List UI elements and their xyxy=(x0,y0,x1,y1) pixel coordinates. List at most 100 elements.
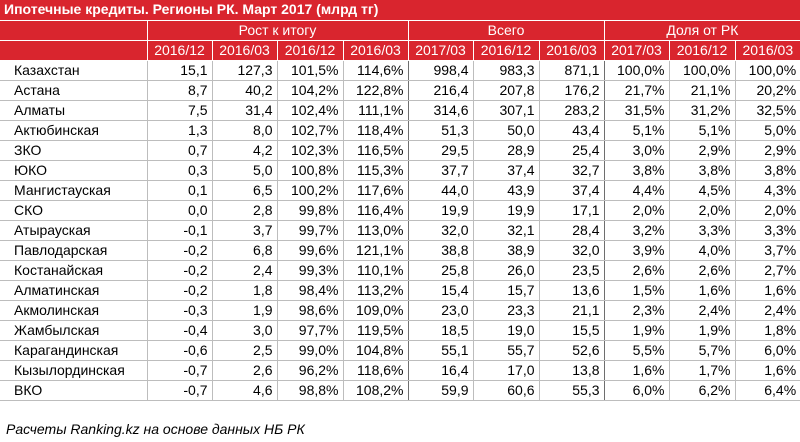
table-cell: 117,6% xyxy=(342,180,408,201)
table-cell: 1,6% xyxy=(734,360,800,381)
table-cell: 0,7 xyxy=(146,140,212,161)
table-cell: 113,2% xyxy=(342,280,408,301)
table-cell: 59,9 xyxy=(407,380,473,401)
table-cell: -0,7 xyxy=(146,360,212,381)
table-cell: 32,0 xyxy=(538,240,604,261)
table-row: СКО 0,0 2,8 99,8% 116,4% 19,9 19,9 17,1 2,0% 2,0%… xyxy=(0,200,800,221)
table-row: Алматинская -0,2 1,8 98,4% 113,2% 15,4 15,7 13,… xyxy=(0,280,800,301)
region-name: Кызылординская xyxy=(0,360,147,381)
column-header: 2016/12 xyxy=(472,40,539,61)
table-cell: 2,0% xyxy=(603,200,669,221)
table-cell: 2,9% xyxy=(734,140,800,161)
table-cell: 116,4% xyxy=(342,200,408,221)
table-cell: 1,9 xyxy=(211,300,277,321)
table-cell: 100,2% xyxy=(276,180,343,201)
table-cell: 21,7% xyxy=(603,80,669,101)
table-cell: 1,9% xyxy=(668,320,735,341)
table-cell: 23,3 xyxy=(472,300,539,321)
table-cell: -0,6 xyxy=(146,340,212,361)
table-cell: 4,0% xyxy=(668,240,735,261)
table-cell: 108,2% xyxy=(342,380,408,401)
region-name: ЮКО xyxy=(0,160,147,181)
table-row: ВКО -0,7 4,6 98,8% 108,2% 59,9 60,6 55,3 6,0% 6,2… xyxy=(0,380,800,401)
table-cell: 110,1% xyxy=(342,260,408,281)
region-header-cell xyxy=(0,20,147,41)
group-header-share: Доля от РК xyxy=(603,20,800,41)
table-row: Карагандинская -0,6 2,5 99,0% 104,8% 55,1 55,7… xyxy=(0,340,800,361)
table-cell: 2,7% xyxy=(734,260,800,281)
table-cell: 3,8% xyxy=(668,160,735,181)
region-name: Карагандинская xyxy=(0,340,147,361)
table-cell: 121,1% xyxy=(342,240,408,261)
region-name: Атырауская xyxy=(0,220,147,241)
table-cell: 99,3% xyxy=(276,260,343,281)
table-cell: 0,1 xyxy=(146,180,212,201)
table-cell: -0,3 xyxy=(146,300,212,321)
group-header-row: Рост к итогу Всего Доля от РК xyxy=(0,20,800,41)
table-cell: 99,8% xyxy=(276,200,343,221)
table-cell: 21,1 xyxy=(538,300,604,321)
table-row: Акмолинская -0,3 1,9 98,6% 109,0% 23,0 23,3 21,… xyxy=(0,300,800,321)
table-cell: 314,6 xyxy=(407,100,473,121)
table-cell: 55,1 xyxy=(407,340,473,361)
table-cell: 871,1 xyxy=(538,60,604,81)
table-cell: 2,4% xyxy=(668,300,735,321)
table-cell: -0,2 xyxy=(146,240,212,261)
region-name: Актюбинская xyxy=(0,120,147,141)
table-cell: 15,4 xyxy=(407,280,473,301)
table-row: Кызылординская -0,7 2,6 96,2% 118,6% 16,4 17,0… xyxy=(0,360,800,381)
table-cell: 4,4% xyxy=(603,180,669,201)
table-cell: 1,6% xyxy=(603,360,669,381)
table-cell: 6,5 xyxy=(211,180,277,201)
table-cell: 100,0% xyxy=(668,60,735,81)
table-cell: 100,0% xyxy=(734,60,800,81)
table-row: Атырауская -0,1 3,7 99,7% 113,0% 32,0 32,1 28,4… xyxy=(0,220,800,241)
table-cell: 2,4% xyxy=(734,300,800,321)
table-cell: -0,2 xyxy=(146,260,212,281)
column-header: 2016/03 xyxy=(734,40,800,61)
table-cell: 118,4% xyxy=(342,120,408,141)
table-cell: 102,3% xyxy=(276,140,343,161)
table-cell: 216,4 xyxy=(407,80,473,101)
table-cell: 6,0% xyxy=(734,340,800,361)
table-cell: 5,1% xyxy=(603,120,669,141)
column-header: 2017/03 xyxy=(603,40,669,61)
table-cell: -0,4 xyxy=(146,320,212,341)
table-cell: 98,6% xyxy=(276,300,343,321)
table-cell: 55,7 xyxy=(472,340,539,361)
region-name: СКО xyxy=(0,200,147,221)
table-cell: 28,4 xyxy=(538,220,604,241)
table-cell: 37,4 xyxy=(472,160,539,181)
table-cell: 99,6% xyxy=(276,240,343,261)
table-cell: 52,6 xyxy=(538,340,604,361)
table-cell: 998,4 xyxy=(407,60,473,81)
region-name: ВКО xyxy=(0,380,147,401)
table-cell: 0,0 xyxy=(146,200,212,221)
source-note: Расчеты Ranking.kz на основе данных НБ Р… xyxy=(6,421,305,437)
table-cell: 5,1% xyxy=(668,120,735,141)
table-cell: 4,5% xyxy=(668,180,735,201)
table-cell: 5,5% xyxy=(603,340,669,361)
table-row: Казахстан 15,1 127,3 101,5% 114,6% 998,4 983,3… xyxy=(0,60,800,81)
table-cell: 6,0% xyxy=(603,380,669,401)
table-cell: 23,0 xyxy=(407,300,473,321)
table-cell: 2,0% xyxy=(734,200,800,221)
table-cell: 3,0% xyxy=(603,140,669,161)
table-cell: 37,4 xyxy=(538,180,604,201)
table-row: Астана 8,7 40,2 104,2% 122,8% 216,4 207,8 176,2… xyxy=(0,80,800,101)
table-cell: 1,9% xyxy=(603,320,669,341)
table-cell: 15,1 xyxy=(146,60,212,81)
table-cell: 28,9 xyxy=(472,140,539,161)
table-cell: 2,6 xyxy=(211,360,277,381)
table-cell: 13,8 xyxy=(538,360,604,381)
table-cell: 98,8% xyxy=(276,380,343,401)
table-cell: 127,3 xyxy=(211,60,277,81)
table-cell: 23,5 xyxy=(538,260,604,281)
table-cell: 32,1 xyxy=(472,220,539,241)
table-cell: 5,0 xyxy=(211,160,277,181)
table-cell: 104,8% xyxy=(342,340,408,361)
table-cell: 16,4 xyxy=(407,360,473,381)
table-cell: 31,2% xyxy=(668,100,735,121)
table-cell: 100,0% xyxy=(603,60,669,81)
table-cell: 40,2 xyxy=(211,80,277,101)
